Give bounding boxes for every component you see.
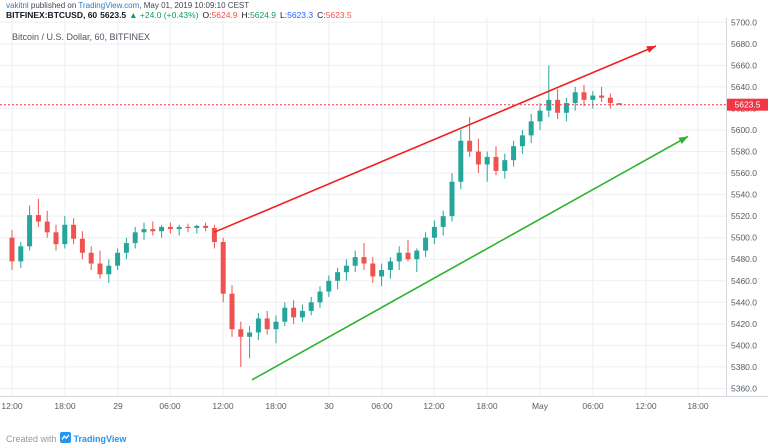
svg-text:5480.0: 5480.0: [731, 254, 757, 264]
last-price-badge: [727, 98, 768, 111]
tradingview-brand-link[interactable]: TradingView: [73, 433, 127, 444]
svg-text:5560.0: 5560.0: [731, 168, 757, 178]
close-value: 5623.5: [325, 10, 352, 20]
last-price-value: 5623.5: [100, 10, 127, 20]
svg-text:06:00: 06:00: [159, 401, 181, 411]
last-price-marker: 5623.5: [0, 98, 768, 111]
svg-text:29: 29: [113, 401, 123, 411]
svg-text:May: May: [532, 401, 549, 411]
low-value: 5623.3: [287, 10, 314, 20]
svg-text:5600.0: 5600.0: [731, 125, 757, 135]
high-label: H:: [241, 10, 251, 20]
svg-text:12:00: 12:00: [635, 401, 657, 411]
svg-text:5460.0: 5460.0: [731, 276, 757, 286]
svg-text:5580.0: 5580.0: [731, 147, 757, 157]
svg-text:5440.0: 5440.0: [731, 297, 757, 307]
chart-canvas[interactable]: 5700.05680.05660.05640.05620.05600.05580…: [0, 18, 768, 428]
tradingview-site-link[interactable]: TradingView.com: [78, 1, 140, 10]
low-label: L:: [280, 10, 288, 20]
svg-text:18:00: 18:00: [476, 401, 498, 411]
svg-text:5640.0: 5640.0: [731, 82, 757, 92]
trendline-resistance[interactable]: [213, 43, 657, 234]
svg-text:06:00: 06:00: [371, 401, 393, 411]
price-grid-and-labels: 5700.05680.05660.05640.05620.05600.05580…: [0, 18, 757, 393]
svg-text:5420.0: 5420.0: [731, 319, 757, 329]
tradingview-logo-icon: [59, 432, 71, 445]
footer: Created with TradingView: [6, 432, 126, 445]
svg-text:12:00: 12:00: [1, 401, 23, 411]
close-label: C:: [317, 10, 326, 20]
publish-date: , May 01, 2019 10:09:10 CEST: [139, 1, 250, 10]
svg-text:5400.0: 5400.0: [731, 340, 757, 350]
svg-text:5700.0: 5700.0: [731, 18, 757, 27]
symbol-title: BITFINEX:BTCUSD, 60: [6, 10, 98, 20]
svg-text:5500.0: 5500.0: [731, 233, 757, 243]
created-with-text: Created with: [6, 433, 57, 444]
published-on-text: published on: [28, 1, 79, 10]
svg-text:5520.0: 5520.0: [731, 211, 757, 221]
username-link[interactable]: vakitnl: [6, 1, 29, 10]
svg-text:12:00: 12:00: [212, 401, 234, 411]
time-grid-and-labels: 12:00 18:00 29 06:00 12:00 18:00 30 06:00 12:00 1…: [1, 18, 709, 411]
svg-text:18:00: 18:00: [265, 401, 287, 411]
quote-line: BITFINEX:BTCUSD, 60 5623.5 ▲ +24.0 (+0.43%…: [6, 11, 768, 20]
svg-text:30: 30: [324, 401, 334, 411]
svg-text:18:00: 18:00: [54, 401, 76, 411]
high-value: 5624.9: [250, 10, 277, 20]
svg-text:06:00: 06:00: [582, 401, 604, 411]
publish-info-line: vakitnl published on TradingView.com, Ma…: [6, 2, 768, 10]
svg-text:5540.0: 5540.0: [731, 190, 757, 200]
svg-text:5623.5: 5623.5: [735, 100, 761, 110]
price-change: ▲ +24.0 (+0.43%): [129, 10, 199, 20]
svg-text:5360.0: 5360.0: [731, 383, 757, 393]
candles-layer: [9, 65, 622, 367]
open-label: O:: [202, 10, 212, 20]
svg-text:5680.0: 5680.0: [731, 39, 757, 49]
svg-text:5660.0: 5660.0: [731, 60, 757, 70]
chart-legend: Bitcoin / U.S. Dollar, 60, BITFINEX: [12, 32, 151, 42]
svg-text:12:00: 12:00: [423, 401, 445, 411]
svg-text:18:00: 18:00: [687, 401, 709, 411]
svg-text:5380.0: 5380.0: [731, 362, 757, 372]
open-value: 5624.9: [211, 10, 238, 20]
trendline-support[interactable]: [251, 133, 690, 381]
snapshot-header: vakitnl published on TradingView.com, Ma…: [0, 0, 768, 20]
